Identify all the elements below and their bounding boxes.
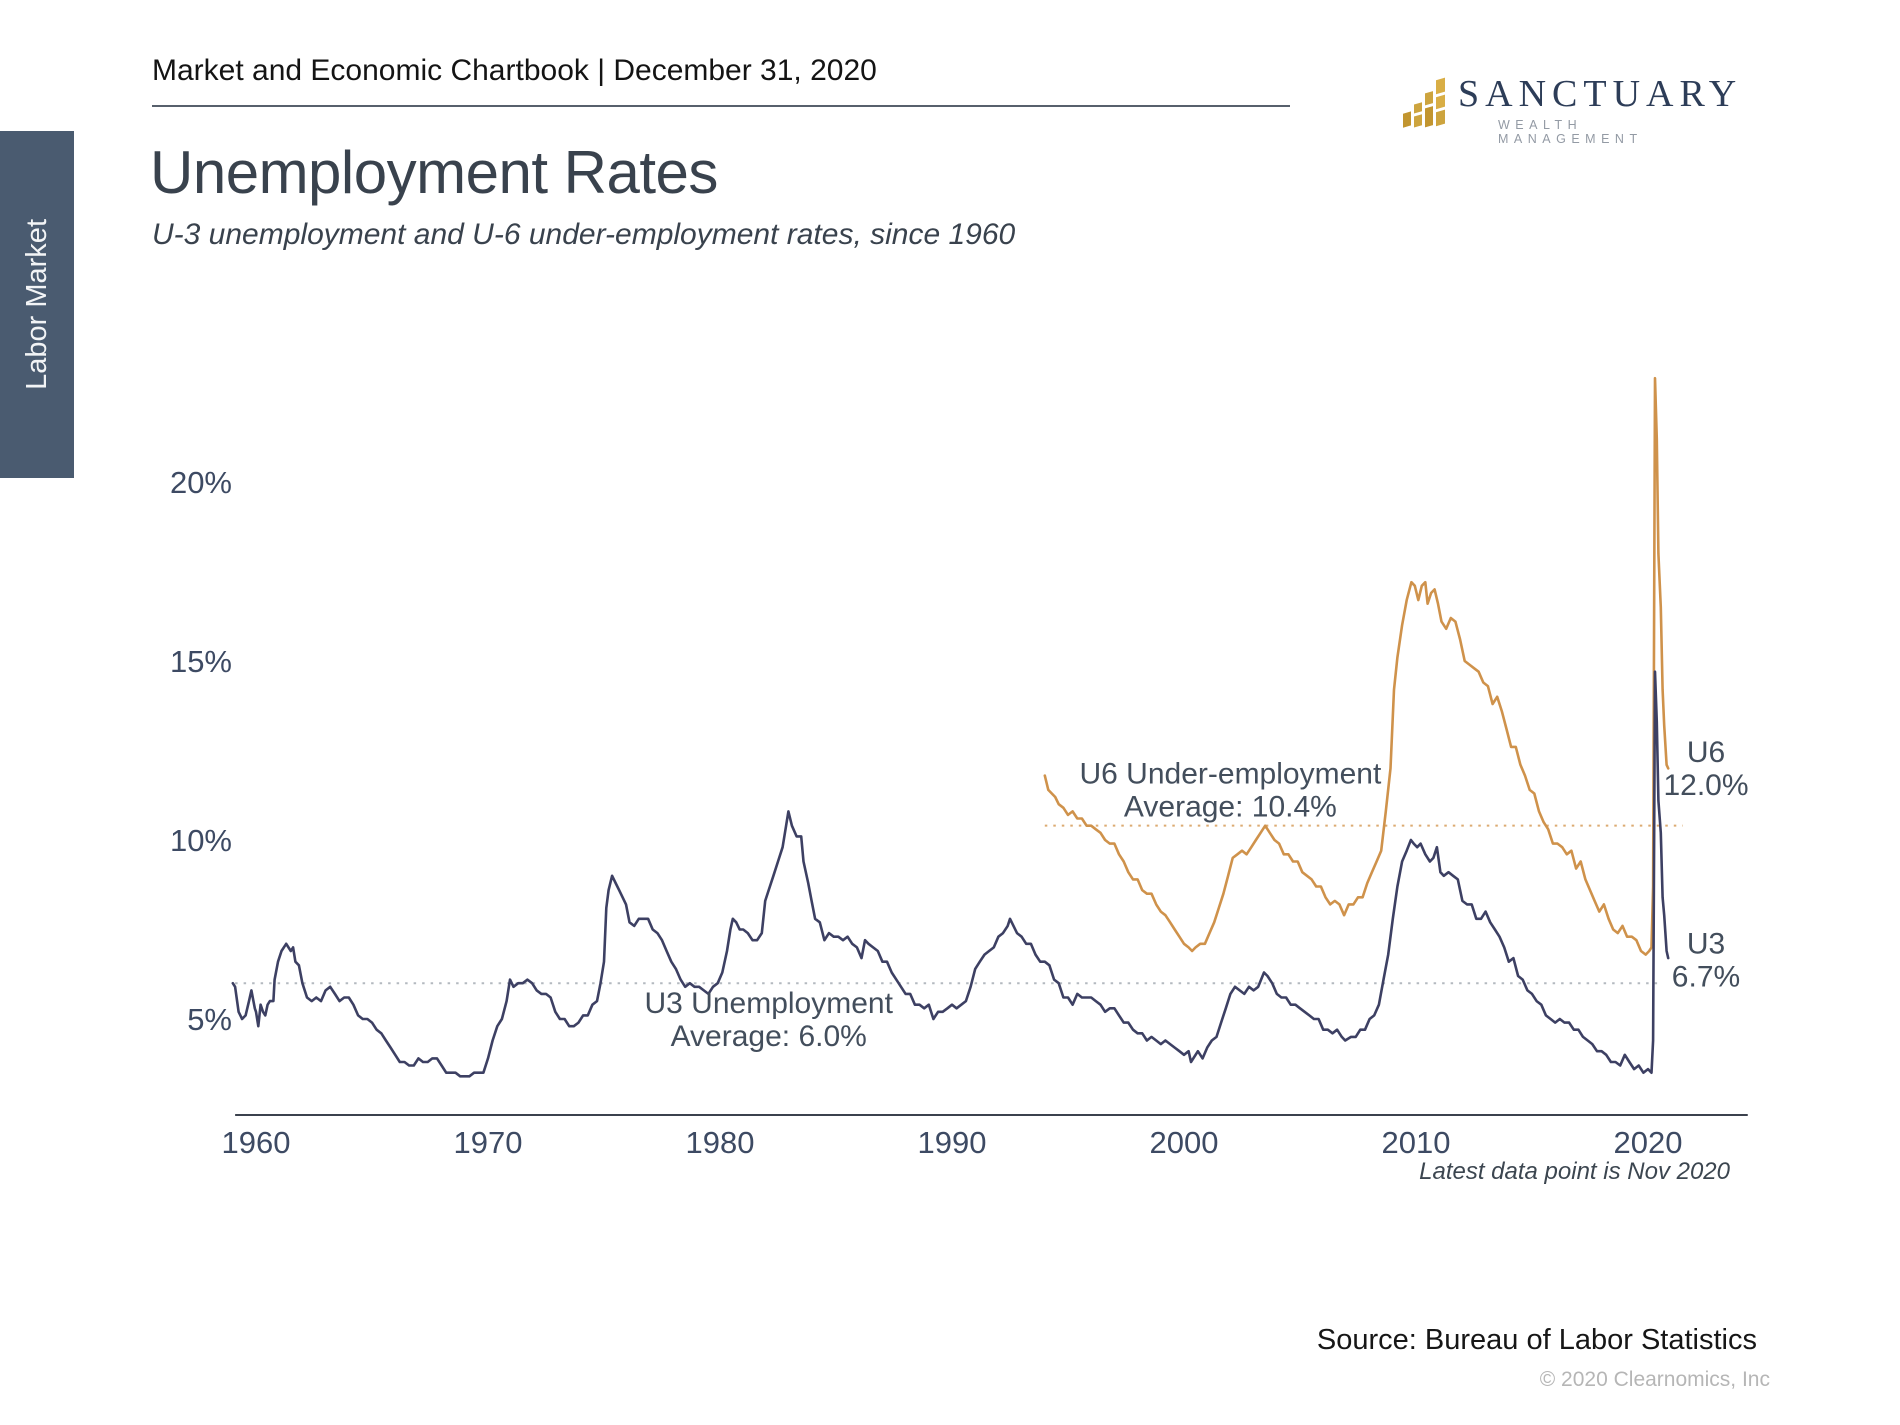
copyright-note: © 2020 Clearnomics, Inc: [1539, 1368, 1770, 1391]
x-tick-label: 2000: [1150, 1125, 1219, 1160]
source-attribution: Source: Bureau of Labor Statistics: [1316, 1324, 1757, 1356]
chart-annotation: U3 6.7%: [1672, 928, 1740, 994]
x-tick-label: 1990: [918, 1125, 987, 1160]
y-tick-label: 20%: [170, 465, 232, 500]
page-subtitle: U-3 unemployment and U-6 under-employmen…: [152, 218, 1016, 251]
y-tick-label: 15%: [170, 644, 232, 679]
x-tick-label: 1960: [222, 1125, 291, 1160]
chartbook-header: Market and Economic Chartbook | December…: [152, 54, 877, 87]
sanctuary-logo: SANCTUARY WEALTH MANAGEMENT: [1402, 66, 1736, 146]
header-divider: [152, 105, 1290, 107]
chart-annotation: U6 Under-employment Average: 10.4%: [1080, 758, 1382, 824]
x-tick-label: 2010: [1382, 1125, 1451, 1160]
series-line-u3: [231, 670, 1670, 1078]
chart-annotation: U6 12.0%: [1663, 736, 1748, 802]
x-tick-label: 1980: [686, 1125, 755, 1160]
logo-wordmark: SANCTUARY: [1458, 73, 1743, 115]
sanctuary-mark-icon: [1403, 77, 1445, 128]
y-tick-label: 10%: [170, 823, 232, 858]
chart-annotation: U3 Unemployment Average: 6.0%: [645, 987, 894, 1053]
series-line-u6: [1043, 376, 1670, 956]
latest-data-note: Latest data point is Nov 2020: [1419, 1158, 1730, 1185]
y-tick-label: 5%: [187, 1002, 232, 1037]
logo-tagline: WEALTH MANAGEMENT: [1498, 118, 1643, 146]
x-tick-label: 2020: [1614, 1125, 1683, 1160]
section-tab-labor-market: Labor Market: [0, 131, 74, 478]
x-tick-label: 1970: [454, 1125, 523, 1160]
page-title: Unemployment Rates: [150, 139, 718, 206]
